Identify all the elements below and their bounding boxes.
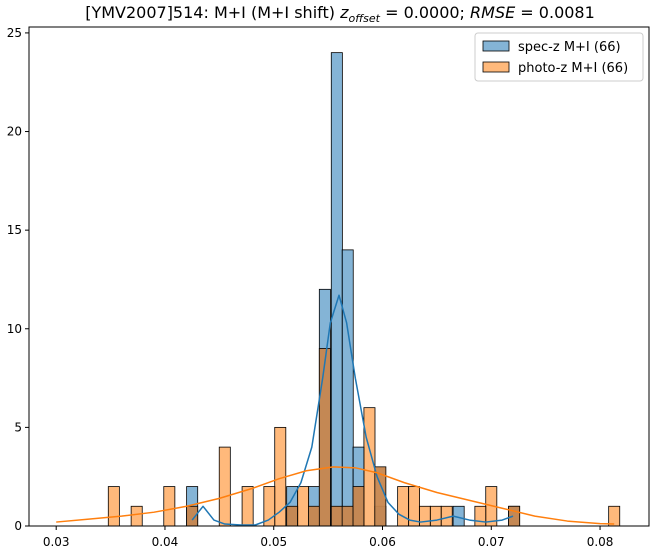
legend-swatch-spec-z: [482, 40, 510, 52]
photo-z-bar: [308, 505, 320, 527]
photo-z-bar: [474, 505, 487, 527]
legend: spec-z M+I (66) photo-z M+I (66): [474, 32, 644, 82]
legend-label-spec-z: spec-z M+I (66): [518, 40, 621, 55]
spec-z-kde-line: [191, 294, 514, 526]
spec-z-bar: [330, 52, 343, 527]
photo-z-bar: [397, 486, 410, 527]
photo-z-kde-line: [56, 466, 615, 525]
x-tick-label: 0.07: [478, 535, 505, 549]
plot-area: [56, 52, 621, 527]
photo-z-bar: [130, 505, 143, 527]
chart-title-math-rmse: RMSE: [470, 3, 516, 22]
photo-z-bar: [218, 446, 231, 527]
chart-title: [YMV2007]514: M+I (M+I shift) zoffset = …: [85, 3, 595, 25]
plot-frame: [28, 26, 650, 527]
chart-title-math-eq2: = 0.0081: [515, 3, 595, 22]
y-tick-label: 25: [7, 26, 22, 40]
photo-z-bar: [107, 486, 120, 527]
photo-z-bar: [297, 486, 310, 527]
chart-title-main: [YMV2007]514: M+I (M+I shift): [85, 3, 340, 22]
photo-z-bar: [608, 505, 621, 527]
photo-z-bar: [363, 407, 376, 527]
y-tick-label: 5: [14, 420, 22, 434]
photo-z-bar: [418, 505, 431, 527]
x-tick-label: 0.05: [260, 535, 287, 549]
y-tick-label: 10: [7, 322, 22, 336]
x-tick-label: 0.08: [587, 535, 614, 549]
photo-z-bar: [508, 505, 521, 527]
legend-label-photo-z: photo-z M+I (66): [518, 61, 628, 76]
photo-z-bar: [241, 486, 254, 527]
photo-z-bar: [286, 505, 299, 527]
y-tick-label: 0: [14, 519, 22, 533]
legend-swatch-photo-z: [482, 61, 510, 73]
photo-z-bar: [429, 505, 442, 527]
legend-box: [474, 32, 644, 82]
chart-title-math-eq1: = 0.0000;: [380, 3, 470, 22]
photo-z-bar: [318, 348, 331, 527]
x-tick-label: 0.06: [369, 535, 396, 549]
photo-z-bar: [330, 505, 343, 527]
chart-title-math-offset: offset: [349, 12, 381, 25]
photo-z-bar: [352, 486, 365, 527]
photo-z-bar: [341, 505, 354, 527]
x-tick-label: 0.03: [43, 535, 70, 549]
x-tick-label: 0.04: [152, 535, 179, 549]
photo-z-bar: [163, 486, 176, 527]
spec-z-bar: [341, 249, 354, 527]
chart-title-math-z: z: [339, 3, 349, 22]
y-tick-label: 20: [7, 125, 22, 139]
y-tick-label: 15: [7, 223, 22, 237]
axes: 0.03 0.04 0.05 0.06 0.07 0.08 0 5 10 15 20 25: [7, 26, 614, 549]
